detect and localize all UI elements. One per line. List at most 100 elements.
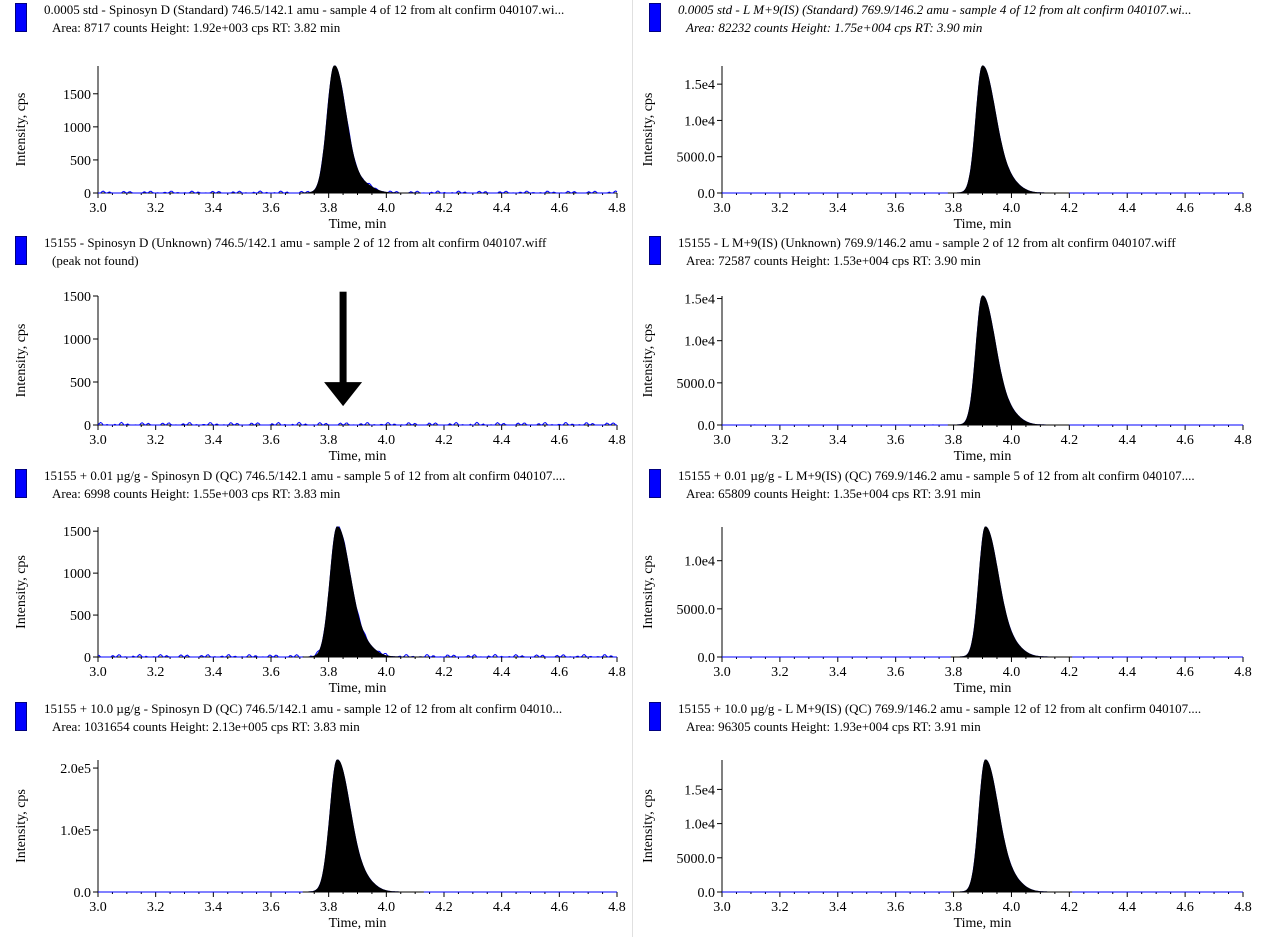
y-tick-label: 1.0e5 xyxy=(60,824,91,839)
x-tick-label: 3.8 xyxy=(945,900,963,915)
x-axis-label: Time, min xyxy=(954,449,1012,464)
chromatogram-plot: 3.0 3.2 3.4 3.6 3.8 4.0 4.2 4.4 4.6 4.8 Time, min 0… xyxy=(641,65,1252,232)
x-tick-label: 3.8 xyxy=(320,201,338,216)
x-tick-label: 3.8 xyxy=(320,433,338,448)
y-tick-label: 0.0 xyxy=(698,651,716,666)
x-tick-label: 4.0 xyxy=(378,201,396,216)
x-tick-label: 3.2 xyxy=(771,201,789,216)
x-tick-label: 4.4 xyxy=(493,900,511,915)
chromatogram-plot: 3.0 3.2 3.4 3.6 3.8 4.0 4.2 4.4 4.6 4.8 Time, min 0… xyxy=(14,759,626,931)
panel-subtitle: Area: 96305 counts Height: 1.93e+004 cps… xyxy=(686,719,981,734)
x-tick-label: 4.8 xyxy=(1234,201,1252,216)
x-tick-label: 4.6 xyxy=(551,201,569,216)
y-tick-label: 1500 xyxy=(63,290,91,305)
x-tick-label: 3.4 xyxy=(829,900,847,915)
y-tick-label: 0 xyxy=(84,187,91,202)
x-tick-label: 3.4 xyxy=(829,665,847,680)
y-axis-label: Intensity, cps xyxy=(641,324,656,398)
peak-area xyxy=(947,295,1070,426)
x-tick-label: 4.6 xyxy=(1176,900,1194,915)
x-tick-label: 3.0 xyxy=(713,201,731,216)
y-tick-label: 1.0e4 xyxy=(684,335,715,350)
x-tick-label: 3.2 xyxy=(147,433,165,448)
x-tick-label: 3.8 xyxy=(320,900,338,915)
arrow-shaft xyxy=(339,291,347,387)
chromatogram-plot: 3.0 3.2 3.4 3.6 3.8 4.0 4.2 4.4 4.6 4.8 Time, min 0… xyxy=(641,526,1252,696)
panel-subtitle: Area: 65809 counts Height: 1.35e+004 cps… xyxy=(686,486,981,501)
x-tick-label: 3.8 xyxy=(945,201,963,216)
y-tick-label: 1.5e4 xyxy=(684,783,715,798)
x-tick-label: 4.2 xyxy=(435,201,453,216)
x-tick-label: 4.2 xyxy=(1061,433,1079,448)
x-tick-label: 4.6 xyxy=(1176,201,1194,216)
x-tick-label: 4.0 xyxy=(378,433,396,448)
y-axis-label: Intensity, cps xyxy=(641,555,656,629)
x-tick-label: 3.0 xyxy=(89,900,107,915)
trace-color-swatch[interactable] xyxy=(15,469,27,498)
x-axis-label: Time, min xyxy=(954,916,1012,931)
panel-subtitle: Area: 72587 counts Height: 1.53e+004 cps… xyxy=(686,253,981,268)
y-tick-label: 500 xyxy=(70,609,91,624)
trace-color-swatch[interactable] xyxy=(649,702,661,731)
x-tick-label: 4.2 xyxy=(435,433,453,448)
x-tick-label: 3.4 xyxy=(205,201,223,216)
x-tick-label: 3.4 xyxy=(829,201,847,216)
trace-color-swatch[interactable] xyxy=(15,3,27,32)
peak-area xyxy=(947,65,1070,194)
panel-subtitle: Area: 82232 counts Height: 1.75e+004 cps… xyxy=(686,20,983,35)
trace-color-swatch[interactable] xyxy=(15,702,27,731)
x-tick-label: 3.6 xyxy=(887,900,905,915)
x-tick-label: 3.4 xyxy=(205,665,223,680)
x-tick-label: 4.6 xyxy=(551,433,569,448)
peak-area xyxy=(299,65,421,194)
x-tick-label: 3.2 xyxy=(771,900,789,915)
x-axis-label: Time, min xyxy=(954,681,1012,696)
x-tick-label: 3.8 xyxy=(945,433,963,448)
x-tick-label: 4.2 xyxy=(435,900,453,915)
chromatogram-panel: 0.0005 std - Spinosyn D (Standard) 746.5… xyxy=(0,0,632,233)
y-tick-label: 500 xyxy=(70,154,91,169)
y-tick-label: 5000.0 xyxy=(677,603,716,618)
x-tick-label: 3.2 xyxy=(771,433,789,448)
x-tick-label: 3.2 xyxy=(147,900,165,915)
panel-title: 15155 + 10.0 µg/g - Spinosyn D (QC) 746.… xyxy=(44,701,563,716)
y-tick-label: 1.5e4 xyxy=(684,293,715,308)
x-tick-label: 3.4 xyxy=(205,433,223,448)
chromatogram-panel: 15155 - L M+9(IS) (Unknown) 769.9/146.2 … xyxy=(634,233,1266,466)
x-tick-label: 4.4 xyxy=(493,201,511,216)
x-tick-label: 4.8 xyxy=(608,900,626,915)
y-tick-label: 0.0 xyxy=(74,886,92,901)
panel-subtitle: Area: 6998 counts Height: 1.55e+003 cps … xyxy=(52,486,341,501)
panel-title: 15155 + 0.01 µg/g - Spinosyn D (QC) 746.… xyxy=(44,468,566,483)
y-axis-label: Intensity, cps xyxy=(641,93,656,167)
trace-color-swatch[interactable] xyxy=(15,236,27,265)
y-tick-label: 0.0 xyxy=(698,886,716,901)
y-tick-label: 1500 xyxy=(63,88,91,103)
x-axis-label: Time, min xyxy=(329,217,387,232)
x-tick-label: 4.4 xyxy=(493,433,511,448)
x-tick-label: 4.0 xyxy=(378,665,396,680)
chromatogram-panel: 15155 + 0.01 µg/g - L M+9(IS) (QC) 769.9… xyxy=(634,466,1266,699)
y-tick-label: 5000.0 xyxy=(677,852,716,867)
chromatogram-plot: 3.0 3.2 3.4 3.6 3.8 4.0 4.2 4.4 4.6 4.8 Time, min 0… xyxy=(14,525,626,696)
trace-color-swatch[interactable] xyxy=(649,3,661,32)
peak-area xyxy=(950,526,1073,658)
x-tick-label: 3.0 xyxy=(713,665,731,680)
x-tick-label: 4.4 xyxy=(1118,201,1136,216)
trace-color-swatch[interactable] xyxy=(649,236,661,265)
x-tick-label: 3.6 xyxy=(262,433,280,448)
x-tick-label: 3.0 xyxy=(713,433,731,448)
x-tick-label: 4.4 xyxy=(1118,665,1136,680)
y-axis-label: Intensity, cps xyxy=(14,789,29,863)
x-tick-label: 4.8 xyxy=(1234,900,1252,915)
y-tick-label: 0.0 xyxy=(698,419,716,434)
y-tick-label: 500 xyxy=(70,376,91,391)
peak-area xyxy=(302,526,424,658)
trace-color-swatch[interactable] xyxy=(649,469,661,498)
x-tick-label: 3.0 xyxy=(89,665,107,680)
x-tick-label: 3.6 xyxy=(262,900,280,915)
y-axis-label: Intensity, cps xyxy=(14,93,29,167)
arrow-icon xyxy=(324,382,363,407)
x-tick-label: 4.6 xyxy=(1176,665,1194,680)
x-tick-label: 4.8 xyxy=(1234,433,1252,448)
